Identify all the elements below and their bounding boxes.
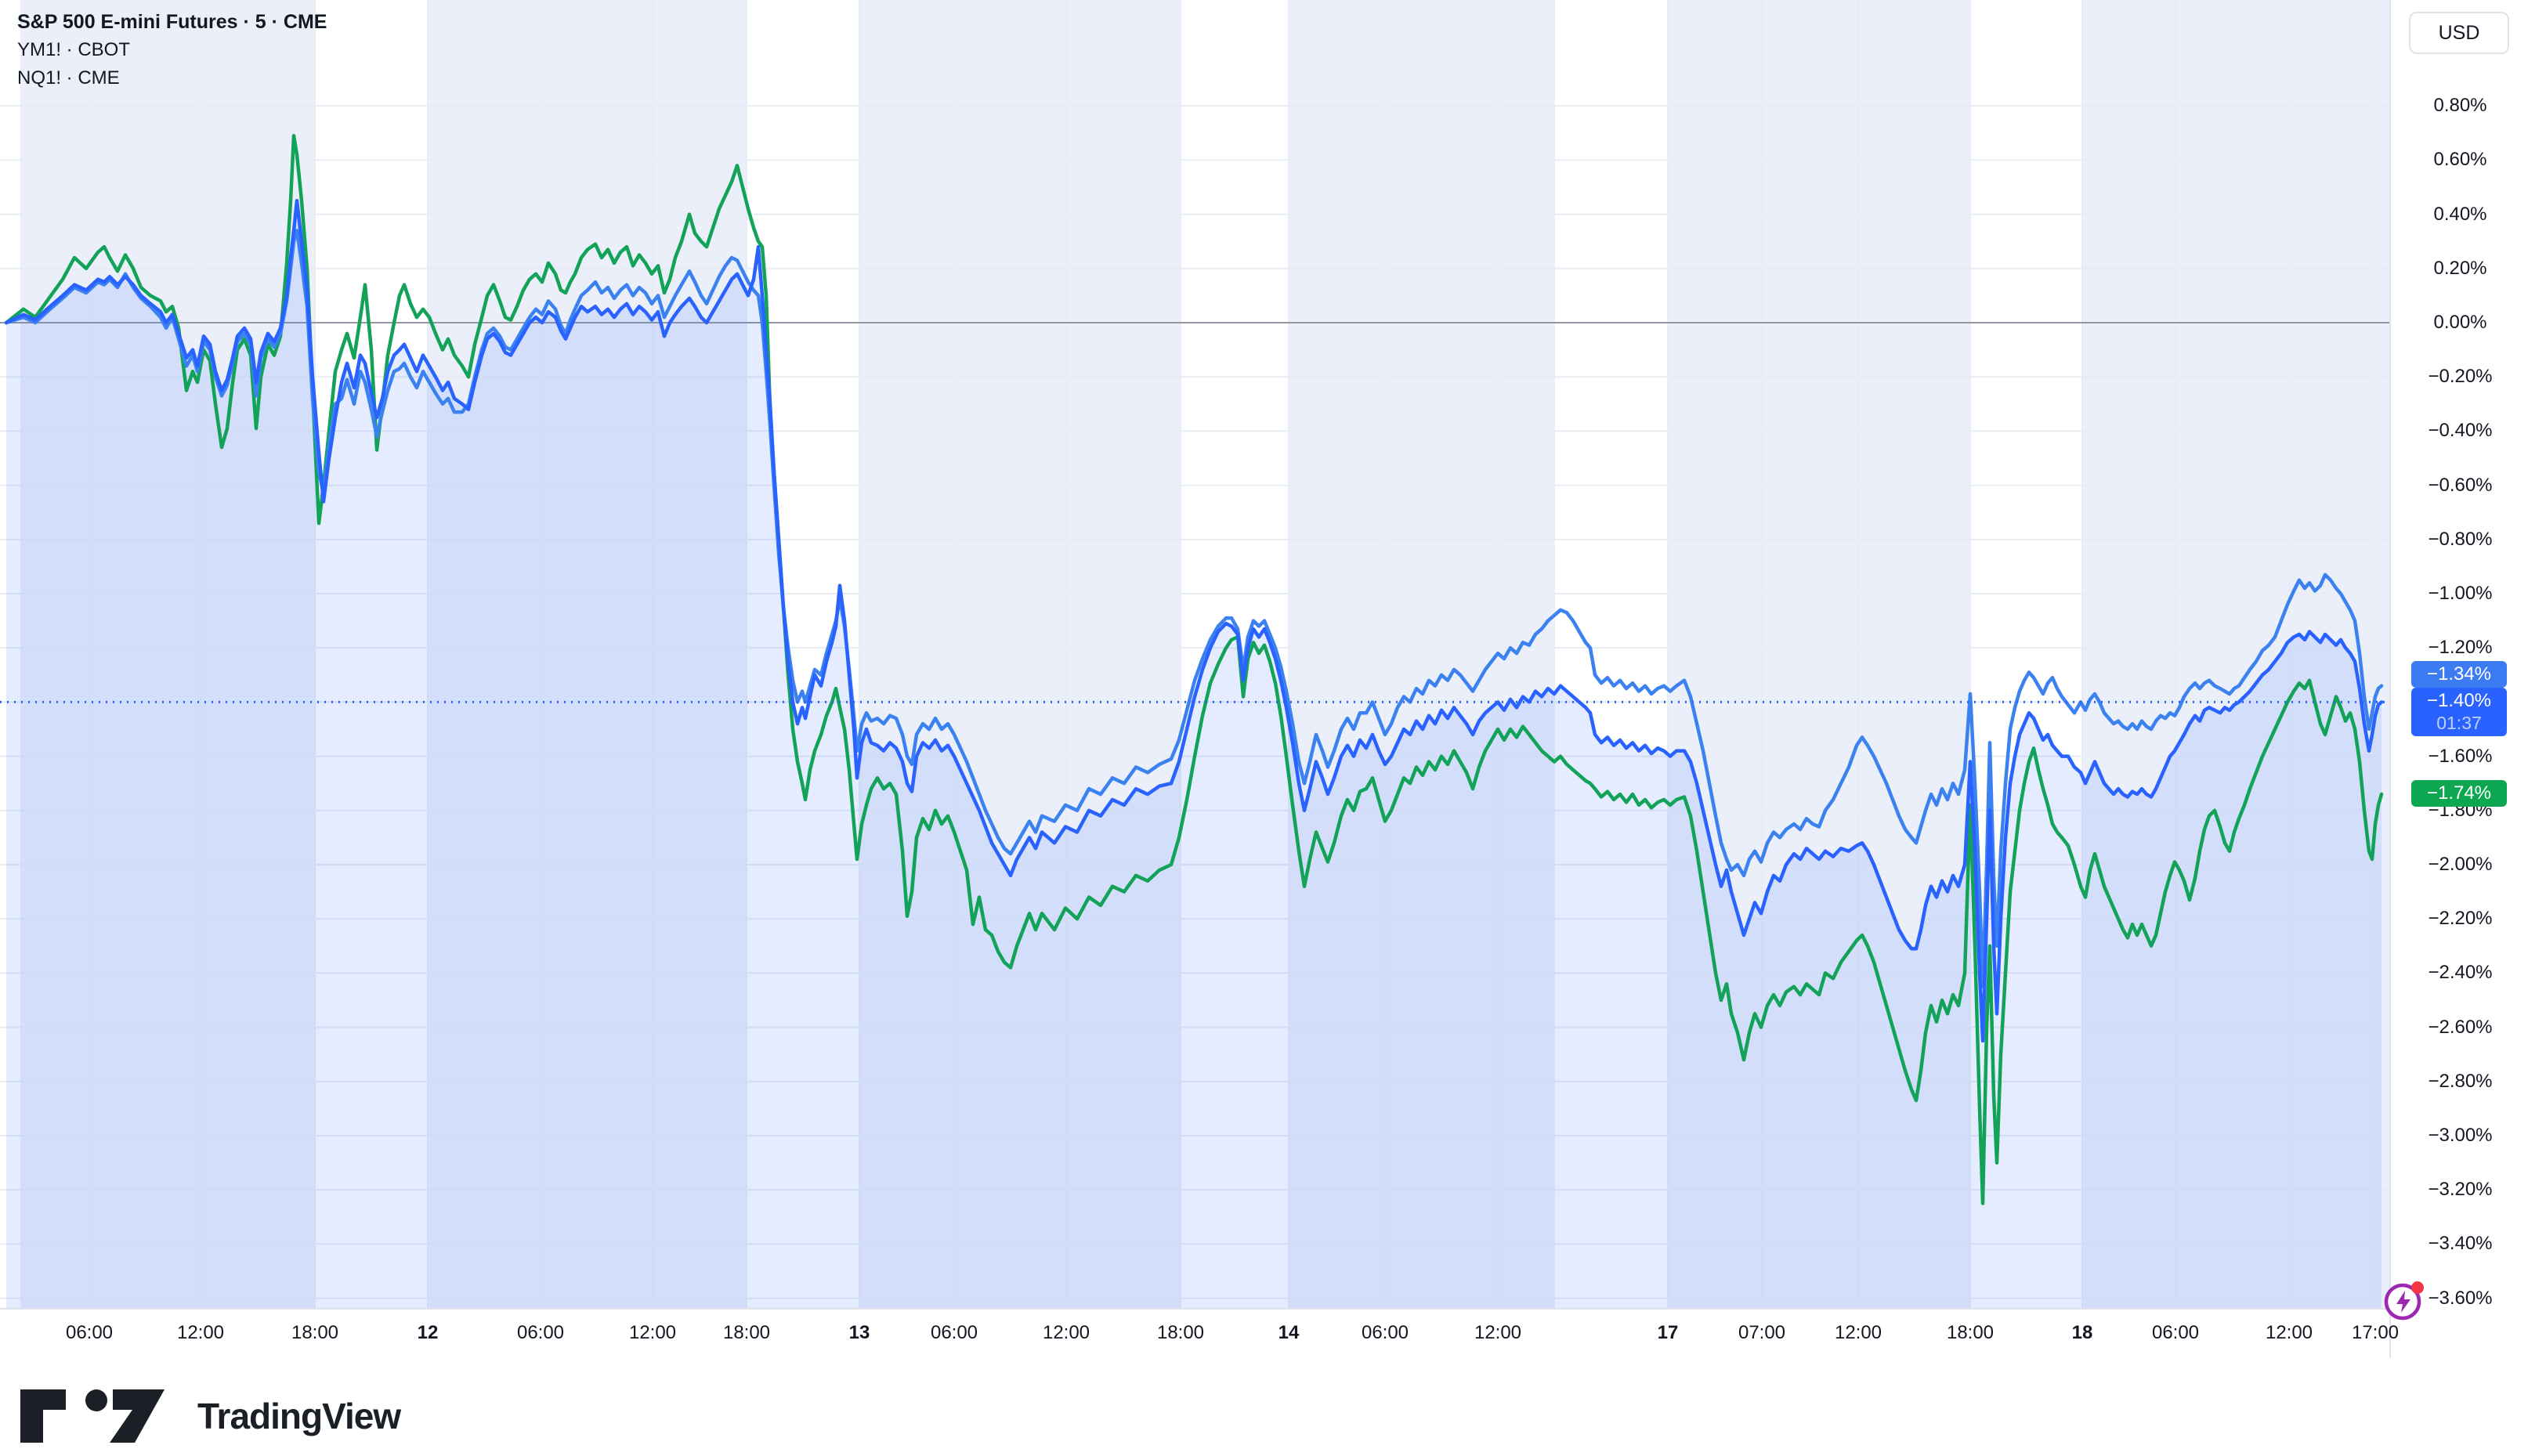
price-badge-value: −1.34% — [2426, 663, 2492, 685]
price-axis-label: −1.20% — [2428, 637, 2493, 659]
price-axis-label: −1.60% — [2428, 745, 2493, 767]
time-axis-date-label: 17 — [1657, 1322, 1679, 1343]
session-band — [2082, 0, 2389, 1308]
tradingview-logo[interactable]: TradingView — [19, 1388, 401, 1444]
time-axis-label: 06:00 — [65, 1322, 114, 1343]
price-badge-es1: −1.40% 01:37 — [2411, 688, 2507, 737]
price-axis[interactable]: USD 0.80% 0.60% 0.40% 0.20% 0.00% −0.20% −0.40… — [2389, 0, 2528, 1358]
price-axis-label: −0.20% — [2428, 366, 2493, 388]
flash-icon — [2384, 1281, 2424, 1321]
session-band — [428, 0, 747, 1308]
time-axis[interactable]: 06:00 12:00 18:00 12 06:00 12:00 18:00 13 06:00 1… — [0, 1308, 2399, 1360]
time-axis-label: 06:00 — [2151, 1322, 2200, 1343]
session-band — [20, 0, 315, 1308]
price-axis-label: −3.60% — [2428, 1287, 2493, 1309]
time-axis-label: 12:00 — [1042, 1322, 1090, 1343]
session-band — [1289, 0, 1555, 1308]
tradingview-logo-icon — [20, 1389, 165, 1443]
time-axis-date-label: 13 — [848, 1322, 870, 1343]
footer-bar: TradingView — [0, 1358, 2528, 1456]
time-axis-label: 06:00 — [1361, 1322, 1409, 1343]
time-axis-label: 12:00 — [1474, 1322, 1522, 1343]
price-axis-label: 0.60% — [2433, 149, 2487, 171]
time-axis-label: 12:00 — [176, 1322, 225, 1343]
chart-legend: S&P 500 E-mini Futures · 5 · CME YM1! · … — [17, 8, 327, 92]
time-axis-label: 18:00 — [722, 1322, 771, 1343]
legend-compare-nq1[interactable]: NQ1! · CME — [17, 67, 120, 89]
price-axis-label: 0.00% — [2433, 312, 2487, 333]
time-axis-label: 12:00 — [1834, 1322, 1882, 1343]
price-axis-label: −2.40% — [2428, 962, 2493, 984]
time-axis-date-label: 18 — [2071, 1322, 2093, 1343]
time-axis-date-label: 12 — [417, 1322, 439, 1343]
price-badge-ym1: −1.34% — [2411, 660, 2507, 688]
currency-toggle-button[interactable]: USD — [2409, 12, 2509, 54]
price-axis-label: −2.80% — [2428, 1070, 2493, 1092]
fast-data-flash-button[interactable] — [2382, 1278, 2427, 1324]
price-axis-label: −3.40% — [2428, 1233, 2493, 1255]
chart-canvas[interactable] — [0, 0, 2389, 1308]
time-axis-label: 12:00 — [628, 1322, 677, 1343]
time-axis-label: 18:00 — [1946, 1322, 1995, 1343]
time-axis-label: 06:00 — [930, 1322, 978, 1343]
legend-main-series[interactable]: S&P 500 E-mini Futures · 5 · CME — [17, 11, 327, 33]
price-badge-value: −1.74% — [2426, 782, 2492, 804]
price-badge-value: −1.40% — [2426, 690, 2492, 712]
chart-plot-area[interactable]: S&P 500 E-mini Futures · 5 · CME YM1! · … — [0, 0, 2389, 1308]
time-axis-label: 17:00 — [2351, 1322, 2400, 1343]
price-badge-nq1: −1.74% — [2411, 780, 2507, 807]
price-axis-label: −2.20% — [2428, 908, 2493, 930]
price-axis-label: −1.00% — [2428, 583, 2493, 604]
price-axis-label: 0.20% — [2433, 257, 2487, 279]
price-axis-label: −3.00% — [2428, 1125, 2493, 1146]
price-axis-label: −2.00% — [2428, 854, 2493, 875]
series-line-nq — [4, 134, 2384, 1205]
series-line-ym — [4, 229, 2384, 988]
price-axis-label: −3.20% — [2428, 1179, 2493, 1201]
price-axis-label: −0.80% — [2428, 528, 2493, 550]
series-line-es — [4, 199, 2384, 1043]
session-band — [1668, 0, 1970, 1308]
time-axis-label: 07:00 — [1738, 1322, 1786, 1343]
price-axis-label: 0.40% — [2433, 203, 2487, 225]
time-axis-label: 06:00 — [516, 1322, 565, 1343]
time-axis-label: 12:00 — [2265, 1322, 2313, 1343]
price-axis-label: 0.80% — [2433, 95, 2487, 117]
time-axis-label: 18:00 — [291, 1322, 339, 1343]
price-axis-label: −2.60% — [2428, 1016, 2493, 1038]
time-axis-label: 18:00 — [1156, 1322, 1205, 1343]
price-axis-label: −0.60% — [2428, 474, 2493, 496]
legend-compare-ym1[interactable]: YM1! · CBOT — [17, 39, 131, 60]
price-axis-label: −0.40% — [2428, 420, 2493, 442]
tradingview-logo-text: TradingView — [197, 1396, 401, 1436]
bar-countdown-timer: 01:37 — [2436, 713, 2482, 734]
session-band — [859, 0, 1181, 1308]
time-axis-date-label: 14 — [1278, 1322, 1300, 1343]
